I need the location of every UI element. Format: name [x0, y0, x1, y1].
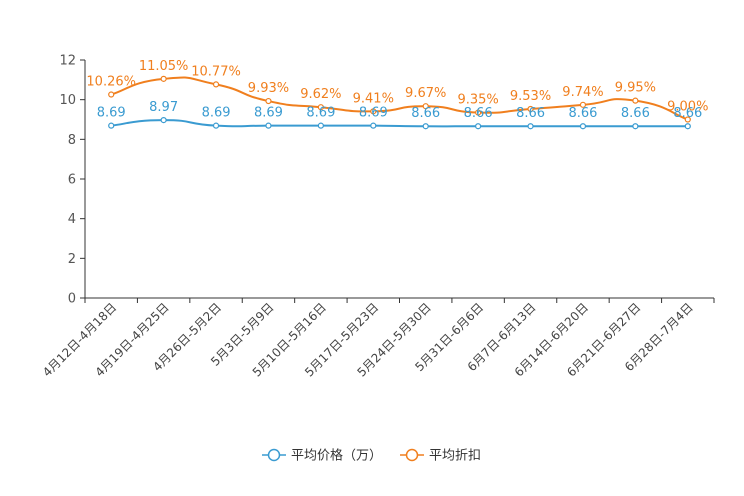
legend[interactable]: 平均价格（万） 平均折扣: [262, 448, 481, 464]
data-label: 9.41%: [353, 91, 394, 106]
data-label: 8.66: [464, 106, 493, 121]
data-label: 8.66: [411, 106, 440, 121]
legend-label: 平均折扣: [429, 449, 481, 464]
data-point[interactable]: [475, 123, 482, 130]
data-label: 9.67%: [405, 86, 446, 101]
data-label: 8.66: [568, 106, 597, 121]
data-point[interactable]: [212, 81, 220, 88]
legend-item-0[interactable]: 平均价格（万）: [262, 448, 382, 464]
data-point[interactable]: [684, 116, 691, 123]
y-tick-label: 6: [68, 173, 76, 188]
data-labels-layer: 8.69 8.97 8.69 8.69 8.69 8.69 8.66 8.66 8.66 8.66…: [86, 59, 708, 121]
data-point[interactable]: [160, 75, 167, 82]
data-label: 9.74%: [562, 85, 603, 100]
data-point[interactable]: [317, 104, 324, 111]
data-point[interactable]: [212, 122, 220, 129]
data-point[interactable]: [108, 122, 115, 129]
data-point[interactable]: [632, 97, 639, 104]
legend-label: 平均价格（万）: [291, 448, 382, 464]
data-point[interactable]: [527, 105, 534, 113]
data-label: 8.66: [673, 106, 702, 121]
data-point[interactable]: [579, 123, 587, 130]
data-point[interactable]: [160, 116, 167, 124]
data-point[interactable]: [684, 123, 691, 130]
data-point[interactable]: [370, 122, 377, 129]
legend-item-1[interactable]: 平均折扣: [400, 449, 481, 464]
data-point[interactable]: [579, 101, 587, 108]
data-label: 9.35%: [457, 93, 498, 108]
data-label: 11.05%: [139, 59, 189, 74]
data-label: 8.66: [621, 106, 650, 121]
legend-circle-icon: [405, 448, 419, 462]
series-line-0: [111, 119, 688, 128]
data-point[interactable]: [317, 122, 324, 129]
data-label: 8.69: [254, 106, 283, 121]
data-point[interactable]: [632, 123, 639, 130]
data-point[interactable]: [527, 123, 534, 130]
series-layer: [108, 75, 691, 130]
y-tick-label: 12: [59, 54, 76, 69]
data-label: 10.77%: [191, 64, 241, 79]
y-tick-label: 8: [68, 133, 76, 148]
legend-circle-icon: [267, 448, 281, 462]
y-tick-label: 2: [68, 252, 76, 267]
data-label: 9.93%: [248, 81, 289, 96]
data-point[interactable]: [475, 109, 482, 116]
data-label: 9.62%: [300, 87, 341, 102]
data-label: 8.66: [516, 106, 545, 121]
data-point[interactable]: [108, 91, 115, 98]
data-label: 8.69: [306, 106, 335, 121]
data-label: 8.69: [97, 106, 126, 121]
data-point[interactable]: [422, 103, 429, 110]
data-label: 9.00%: [667, 100, 708, 115]
data-label: 9.95%: [615, 81, 656, 96]
data-label: 10.26%: [86, 75, 136, 90]
data-label: 8.97: [149, 100, 178, 115]
data-point[interactable]: [370, 108, 377, 115]
data-point[interactable]: [265, 97, 272, 105]
data-label: 9.53%: [510, 89, 551, 104]
data-label: 8.69: [202, 106, 231, 121]
data-point[interactable]: [422, 123, 429, 130]
y-tick-label: 4: [68, 212, 76, 227]
y-tick-label: 0: [68, 292, 76, 307]
y-tick-label: 10: [59, 93, 76, 108]
data-label: 8.69: [359, 106, 388, 121]
data-point[interactable]: [265, 122, 272, 129]
